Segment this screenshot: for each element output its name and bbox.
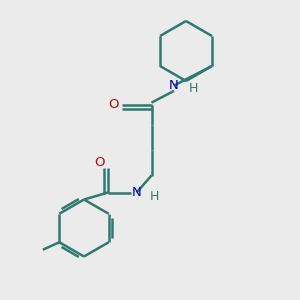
Text: O: O [108, 98, 118, 112]
Text: H: H [150, 190, 159, 203]
Text: N: N [132, 186, 141, 199]
Text: O: O [94, 156, 105, 169]
Text: N: N [169, 79, 179, 92]
Text: H: H [189, 82, 198, 95]
